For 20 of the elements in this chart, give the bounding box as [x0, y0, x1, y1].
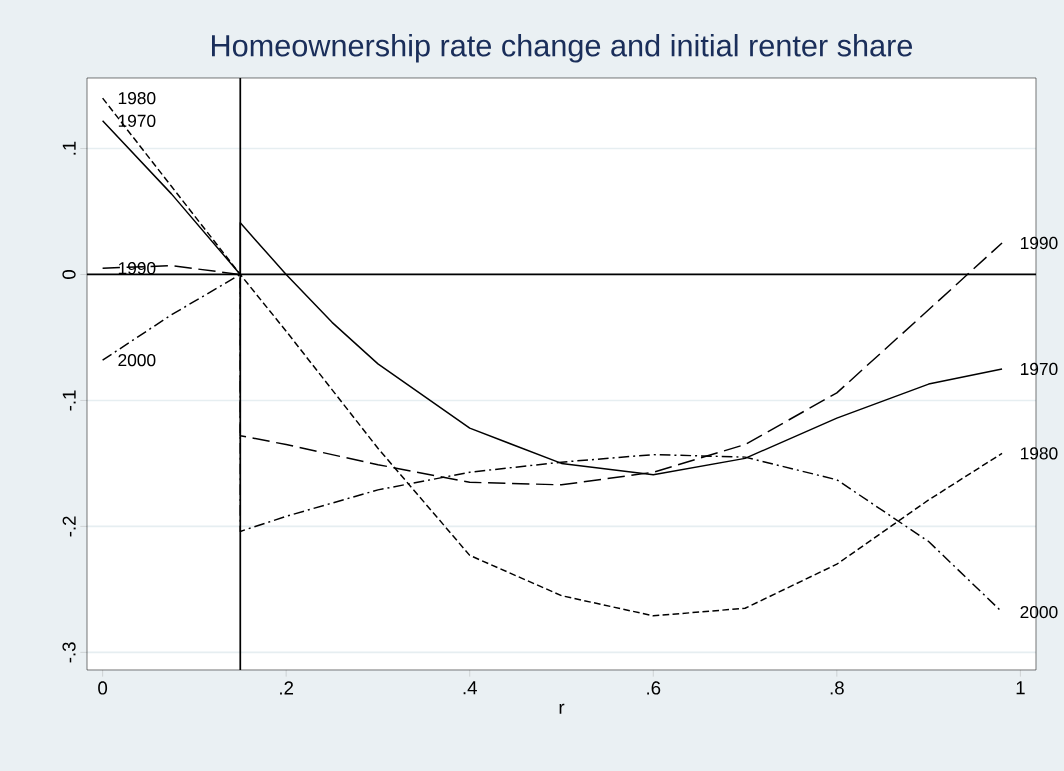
series-label: 1980	[118, 92, 156, 105]
text: 1990	[1020, 236, 1058, 250]
y-tick-label: -.3	[62, 642, 76, 663]
x-tick-label: .2	[280, 681, 294, 695]
series-label: 1970	[118, 114, 156, 127]
text: 1970	[1020, 362, 1058, 376]
y-tick-label: -.2	[62, 516, 76, 537]
x-tick-label: .8	[830, 681, 844, 695]
x-axis-title: r	[559, 703, 565, 714]
x-tick-label: .4	[463, 681, 477, 695]
x-tick-label: 1	[1016, 681, 1025, 695]
chart-title: Homeownership rate change and initial renter share	[212, 34, 913, 63]
y-tick-label: -.1	[62, 390, 76, 411]
y-tick-label: 0	[62, 270, 76, 279]
x-tick-label: 0	[98, 681, 108, 695]
series-label: 2000	[118, 354, 156, 367]
y-tick-label: .1	[62, 141, 76, 155]
text: 1980	[1020, 447, 1058, 460]
x-tick-label: .6	[647, 681, 661, 695]
text: 2000	[1020, 605, 1058, 619]
